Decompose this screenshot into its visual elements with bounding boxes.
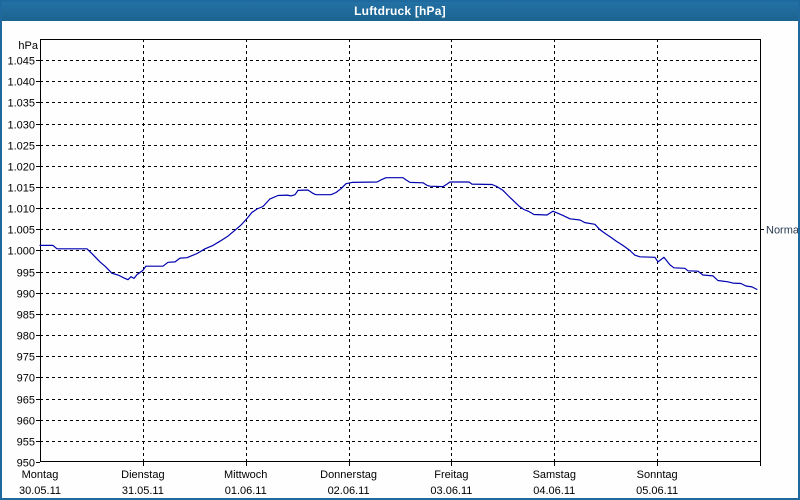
day-name-label: Montag bbox=[22, 469, 59, 481]
title-bar[interactable]: Luftdruck [hPa] bbox=[0, 0, 800, 21]
y-tick-label: 995 bbox=[17, 268, 35, 280]
y-tick-label: 975 bbox=[17, 352, 35, 364]
y-tick-label: 990 bbox=[17, 289, 35, 301]
y-tick-label: 1.015 bbox=[7, 183, 35, 195]
y-tick-label: 1.020 bbox=[7, 162, 35, 174]
normal-label: Normal bbox=[766, 225, 800, 237]
y-tick-label: 950 bbox=[17, 458, 35, 470]
y-tick-label: 965 bbox=[17, 395, 35, 407]
y-tick-label: 980 bbox=[17, 331, 35, 343]
day-name-label: Mittwoch bbox=[224, 469, 267, 481]
day-name-label: Sonntag bbox=[637, 469, 678, 481]
day-name-label: Freitag bbox=[434, 469, 468, 481]
y-tick-label: 1.000 bbox=[7, 246, 35, 258]
day-date-label: 04.06.11 bbox=[533, 485, 575, 497]
y-tick-label: 1.045 bbox=[7, 56, 35, 68]
y-tick-label: 1.035 bbox=[7, 98, 35, 110]
day-date-label: 02.06.11 bbox=[328, 485, 370, 497]
y-tick-label: 1.030 bbox=[7, 120, 35, 132]
day-date-label: 30.05.11 bbox=[19, 485, 61, 497]
y-axis-unit-label: hPa bbox=[18, 40, 38, 52]
y-tick-label: 955 bbox=[17, 437, 35, 449]
y-tick-label: 1.025 bbox=[7, 141, 35, 153]
window-title: Luftdruck [hPa] bbox=[354, 3, 446, 18]
y-tick-label: 960 bbox=[17, 416, 35, 428]
y-tick-label: 1.010 bbox=[7, 204, 35, 216]
y-tick-label: 1.040 bbox=[7, 77, 35, 89]
y-tick-label: 985 bbox=[17, 310, 35, 322]
day-name-label: Donnerstag bbox=[320, 469, 377, 481]
day-date-label: 31.05.11 bbox=[122, 485, 164, 497]
y-tick-label: 1.005 bbox=[7, 225, 35, 237]
pressure-line bbox=[39, 177, 758, 290]
day-date-label: 03.06.11 bbox=[430, 485, 472, 497]
plot-border bbox=[40, 39, 761, 462]
day-name-label: Dienstag bbox=[121, 469, 164, 481]
y-tick-label: 970 bbox=[17, 373, 35, 385]
day-name-label: Samstag bbox=[533, 469, 576, 481]
day-date-label: 05.06.11 bbox=[636, 485, 678, 497]
day-date-label: 01.06.11 bbox=[225, 485, 267, 497]
